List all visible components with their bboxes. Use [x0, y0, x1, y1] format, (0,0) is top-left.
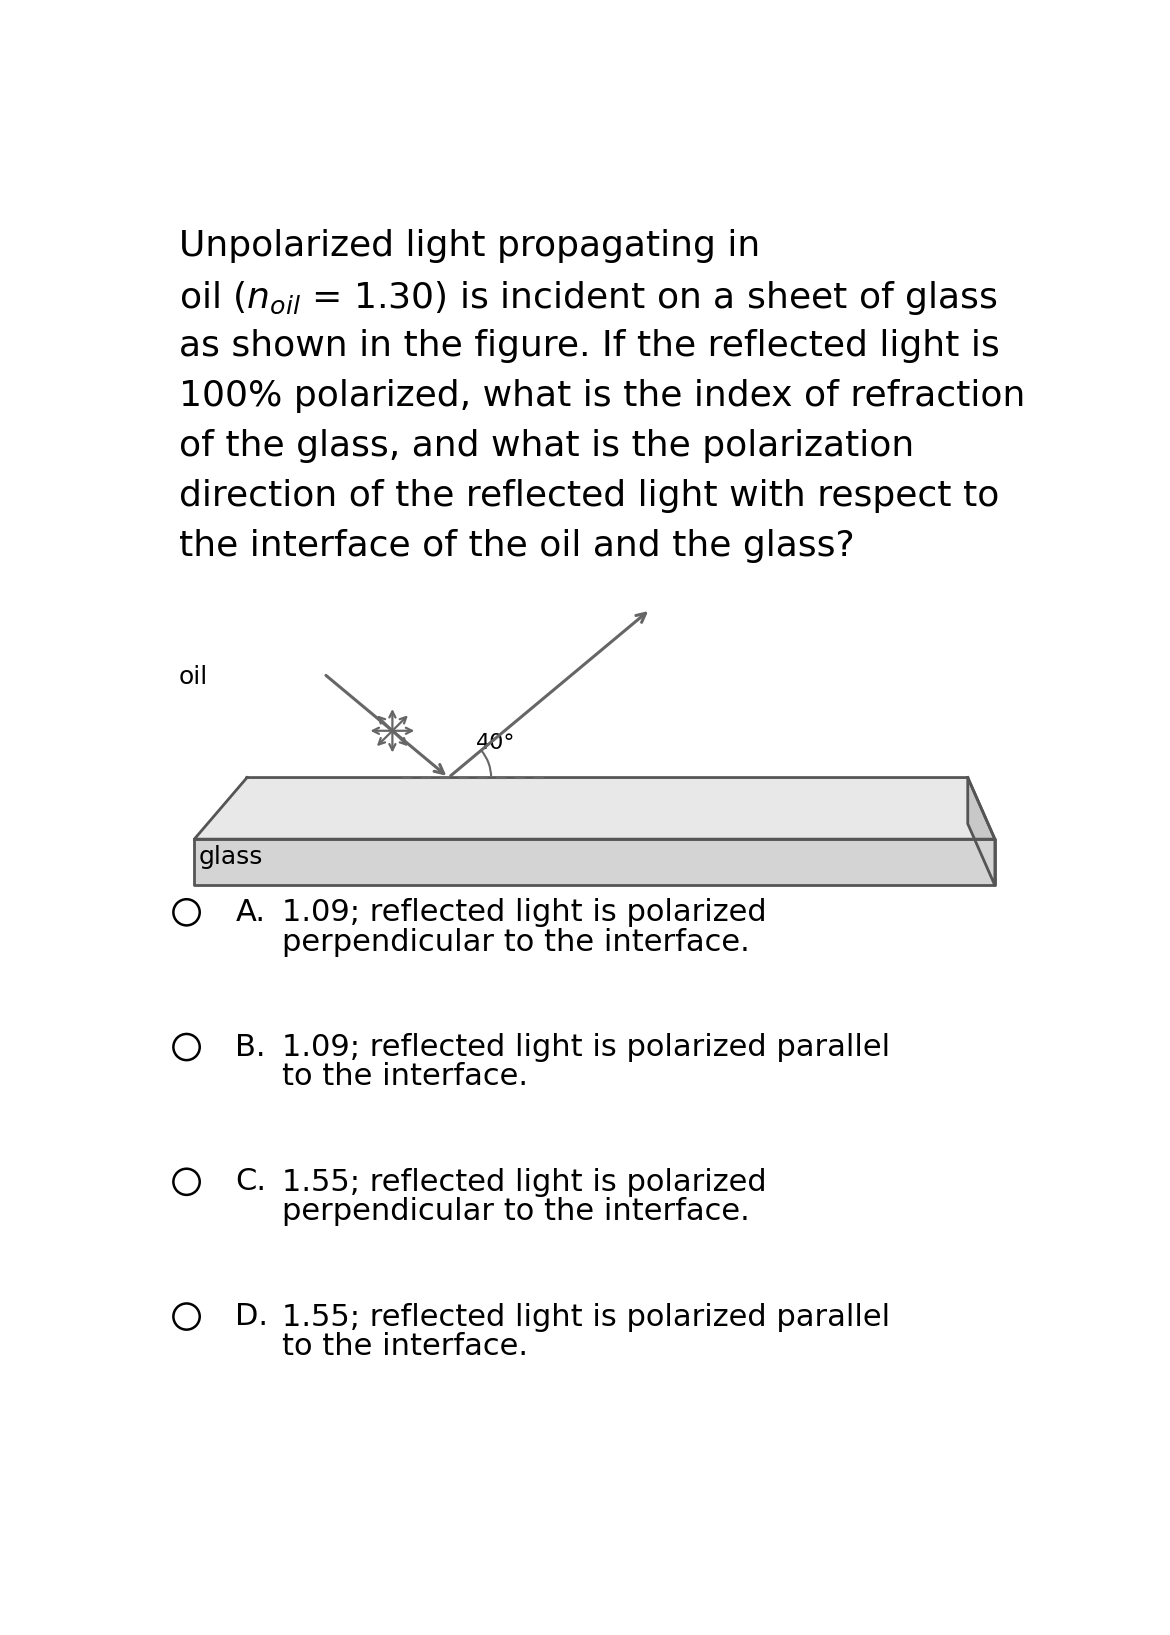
Text: oil ($n_{oil}$ = 1.30) is incident on a sheet of glass: oil ($n_{oil}$ = 1.30) is incident on a … [179, 278, 997, 317]
Text: C.: C. [235, 1167, 267, 1197]
Text: A.: A. [235, 898, 266, 927]
Text: of the glass, and what is the polarization: of the glass, and what is the polarizati… [179, 428, 914, 463]
Text: Unpolarized light propagating in: Unpolarized light propagating in [179, 229, 760, 263]
Text: perpendicular to the interface.: perpendicular to the interface. [282, 927, 750, 956]
Text: to the interface.: to the interface. [282, 1063, 528, 1092]
Polygon shape [194, 839, 994, 885]
Text: B.: B. [235, 1033, 266, 1061]
Text: direction of the reflected light with respect to: direction of the reflected light with re… [179, 479, 999, 513]
Text: to the interface.: to the interface. [282, 1333, 528, 1360]
Text: the interface of the oil and the glass?: the interface of the oil and the glass? [179, 528, 854, 562]
Text: 1.09; reflected light is polarized: 1.09; reflected light is polarized [282, 899, 766, 927]
Text: as shown in the figure. If the reflected light is: as shown in the figure. If the reflected… [179, 329, 999, 363]
Text: perpendicular to the interface.: perpendicular to the interface. [282, 1197, 750, 1226]
Text: 1.55; reflected light is polarized: 1.55; reflected light is polarized [282, 1167, 766, 1197]
Polygon shape [968, 778, 994, 885]
Text: 100% polarized, what is the index of refraction: 100% polarized, what is the index of ref… [179, 379, 1025, 412]
Polygon shape [194, 778, 994, 839]
Text: 1.55; reflected light is polarized parallel: 1.55; reflected light is polarized paral… [282, 1303, 890, 1331]
Text: 1.09; reflected light is polarized parallel: 1.09; reflected light is polarized paral… [282, 1033, 890, 1063]
Text: 40°: 40° [476, 732, 515, 752]
Text: oil: oil [179, 665, 208, 690]
Text: D.: D. [235, 1301, 268, 1331]
Text: glass: glass [198, 845, 262, 870]
